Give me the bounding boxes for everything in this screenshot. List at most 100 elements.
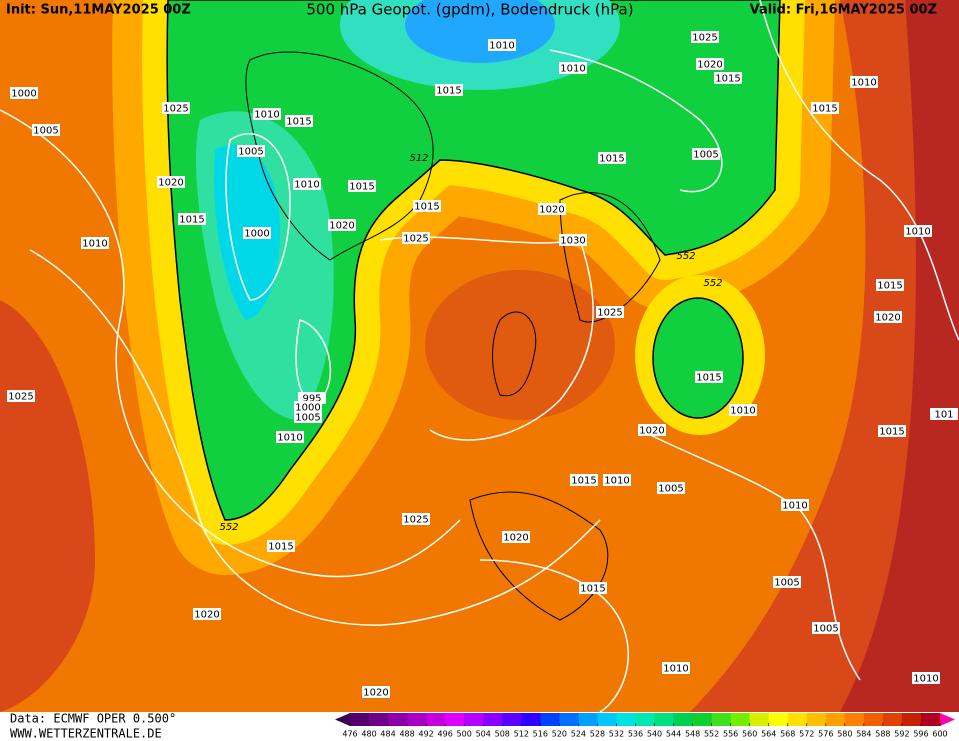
label-box <box>930 408 958 420</box>
colorbar-tick-label: 560 <box>742 730 757 739</box>
isobar-label: 1015 <box>435 84 463 97</box>
label-box <box>243 227 271 239</box>
label-box <box>638 424 666 436</box>
label-box <box>878 425 906 437</box>
field-region <box>0 300 95 712</box>
colorbar-tick-label: 584 <box>856 730 871 739</box>
colorbar-segment <box>578 713 598 726</box>
colorbar-segment <box>768 713 789 726</box>
colorbar-tick-label: 520 <box>552 730 567 739</box>
isobar-label: 1015 <box>876 279 904 292</box>
colorbar-tick-label: 548 <box>685 730 700 739</box>
isobar-label: 1005 <box>692 148 720 161</box>
isobar-label-text: 1005 <box>774 578 799 589</box>
label-box <box>237 145 265 157</box>
isobar-label-text: 1015 <box>599 154 624 165</box>
colorbar-segment <box>825 713 846 726</box>
isobar-label: 1010 <box>81 237 109 250</box>
label-box <box>570 474 598 486</box>
contour-label: 552 <box>219 522 238 533</box>
isobar-label: 1025 <box>402 232 430 245</box>
label-box <box>267 540 295 552</box>
isobar-label-text: 1015 <box>580 584 605 595</box>
isobar-label-text: 1015 <box>286 117 311 128</box>
isobar-label-text: 1010 <box>560 64 585 75</box>
field-region <box>652 297 744 419</box>
label-box <box>714 72 742 84</box>
isobar-label: 1025 <box>596 306 624 319</box>
isobar-label-text: 1010 <box>782 501 807 512</box>
isobar-label: 1020 <box>328 219 356 232</box>
isobar-label-text: 1025 <box>163 104 188 115</box>
isobar-label: 1005 <box>773 576 801 589</box>
colorbar-tick-label: 484 <box>380 730 395 739</box>
isobar-label: 1015 <box>598 152 626 165</box>
isobar-label: 1005 <box>237 145 265 158</box>
isobar-label: 1000 <box>294 401 322 414</box>
init-time: Init: Sun,11MAY2025 00Z <box>6 3 191 18</box>
isobar-label-text: 1005 <box>693 150 718 161</box>
colorbar-tick-label: 528 <box>590 730 605 739</box>
isobar-label-text: 1015 <box>812 104 837 115</box>
isobar-label-text: 1015 <box>414 202 439 213</box>
isobar <box>225 133 291 301</box>
isobar-label-text: 1015 <box>349 182 374 193</box>
isobar-label-text: 1010 <box>730 406 755 417</box>
contour-label: 552 <box>676 251 695 262</box>
label-box <box>662 662 690 674</box>
isobar-label-text: 1030 <box>560 236 585 247</box>
label-box <box>729 404 757 416</box>
colorbar-tick-label: 564 <box>761 730 776 739</box>
isobar-label-text: 1020 <box>363 688 388 699</box>
map-labels: 1010 1025 1020 1015 1010 1010 1000 1025 1010 1015… <box>7 31 958 699</box>
map: 1010 1025 1020 1015 1010 1010 1000 1025 1010 1015… <box>0 0 959 713</box>
isobar-label-text: 1020 <box>875 313 900 324</box>
colorbar-end <box>335 713 350 726</box>
colorbar-segment <box>711 713 732 726</box>
colorbar-tick-label: 568 <box>780 730 795 739</box>
isobar-label-text: 1025 <box>403 515 428 526</box>
isobar <box>479 559 629 713</box>
colorbar-tick-label: 516 <box>533 730 548 739</box>
colorbar-segment <box>426 713 446 726</box>
isobar-label: 1025 <box>7 390 35 403</box>
label-box <box>912 672 940 684</box>
colorbar-segment <box>502 713 522 726</box>
label-box <box>276 431 304 443</box>
colorbar-segment <box>882 713 903 726</box>
label-box <box>773 576 801 588</box>
isobar-label: 1015 <box>878 425 906 438</box>
colorbar-tick-label: 476 <box>342 730 357 739</box>
isobar-label-text: 1020 <box>639 426 664 437</box>
isobar-label-text: 1010 <box>905 227 930 238</box>
isobar-label: 1005 <box>657 482 685 495</box>
label-box <box>157 176 185 188</box>
colorbar-segment <box>635 713 656 726</box>
isobar-label: 1015 <box>285 115 313 128</box>
isobar-label: 1005 <box>32 124 60 137</box>
colorbar-segment <box>540 713 560 726</box>
label-box <box>904 225 932 237</box>
label-box <box>293 178 321 190</box>
colorbar-segment <box>388 713 408 726</box>
colorbar-segment <box>673 713 694 726</box>
colorbar-segment <box>901 713 922 726</box>
isobar <box>0 109 461 578</box>
isobar-label: 1015 <box>267 540 295 553</box>
label-box <box>596 306 624 318</box>
label-box <box>598 152 626 164</box>
colorbar-tick-label: 580 <box>837 730 852 739</box>
label-box <box>692 148 720 160</box>
label-box <box>7 390 35 402</box>
colorbar-tick-label: 536 <box>628 730 643 739</box>
colorbar-segment <box>597 713 617 726</box>
field-region <box>405 0 555 63</box>
isobar-label: 1015 <box>695 371 723 384</box>
isobar-label: 1010 <box>293 178 321 191</box>
isobar-label: 1010 <box>850 76 878 89</box>
isobar-label-text: 1025 <box>692 33 717 44</box>
map-title: 500 hPa Geopot. (gpdm), Bodendruck (hPa) <box>306 1 633 19</box>
isobar-label: 1010 <box>662 662 690 675</box>
isobar-label: 1000 <box>243 227 271 240</box>
colorbar-end <box>940 713 955 726</box>
